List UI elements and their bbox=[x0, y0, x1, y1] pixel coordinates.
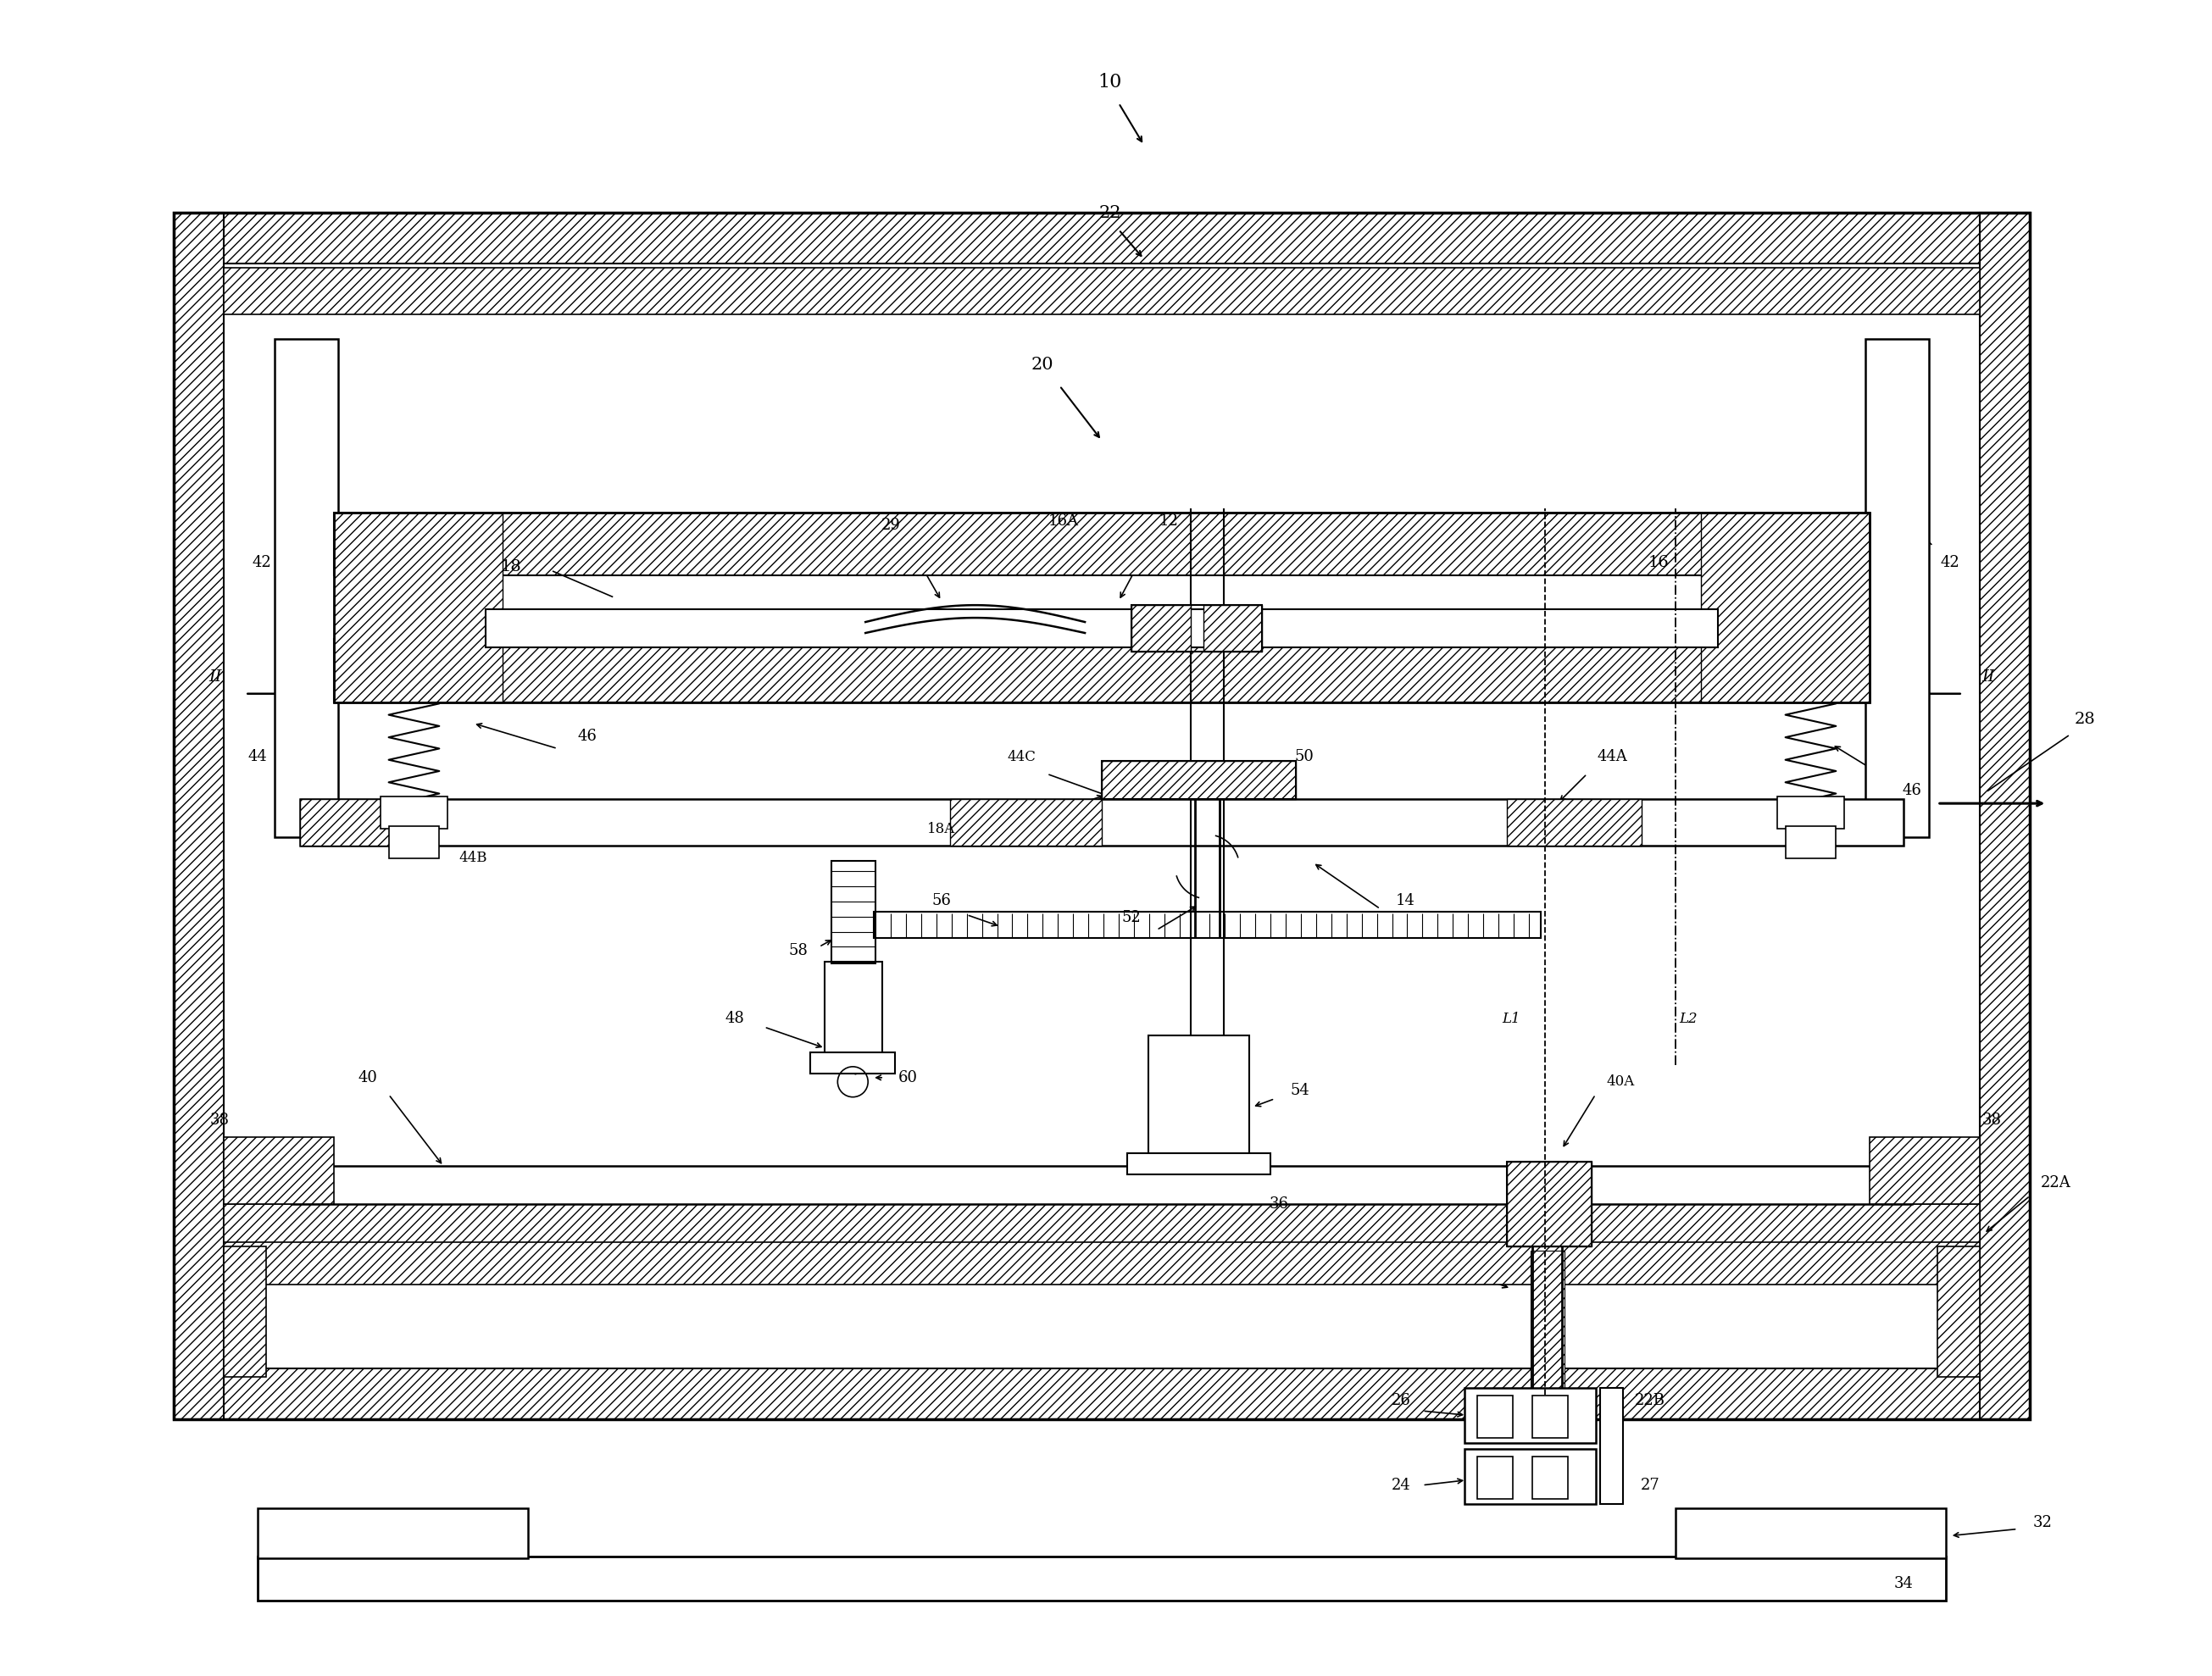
Text: 22: 22 bbox=[1099, 204, 1121, 221]
Text: 18A: 18A bbox=[927, 821, 956, 836]
Text: 29: 29 bbox=[880, 518, 900, 533]
Bar bbox=[1776, 796, 1845, 828]
Bar bbox=[1478, 1396, 1513, 1438]
Text: 16: 16 bbox=[1648, 555, 1670, 570]
Text: 46: 46 bbox=[577, 729, 597, 744]
Text: 38: 38 bbox=[210, 1113, 230, 1128]
Bar bbox=[301, 799, 1905, 846]
Bar bbox=[1102, 761, 1296, 799]
Bar bbox=[1130, 605, 1263, 652]
Text: II: II bbox=[210, 669, 221, 684]
Bar bbox=[380, 796, 447, 828]
Text: 34: 34 bbox=[1893, 1575, 1913, 1592]
Text: 20: 20 bbox=[1031, 357, 1053, 372]
Bar bbox=[1677, 1508, 1947, 1559]
Bar bbox=[1464, 1448, 1595, 1503]
Bar bbox=[810, 1053, 896, 1073]
Text: 50: 50 bbox=[1294, 749, 1314, 764]
Text: 60: 60 bbox=[898, 1069, 918, 1086]
Text: 16A: 16A bbox=[1048, 513, 1079, 528]
Text: 46: 46 bbox=[1902, 783, 1922, 798]
Text: 24: 24 bbox=[1391, 1478, 1411, 1493]
Text: 52: 52 bbox=[1121, 910, 1141, 925]
Bar bbox=[949, 799, 1102, 846]
Text: 40: 40 bbox=[358, 1069, 378, 1086]
Bar bbox=[1533, 1396, 1568, 1438]
Bar bbox=[223, 1242, 1980, 1284]
Bar bbox=[1506, 1161, 1590, 1247]
Bar bbox=[259, 1508, 529, 1559]
Text: 40A: 40A bbox=[1606, 1074, 1635, 1089]
Bar bbox=[223, 1203, 1980, 1247]
Text: 22B: 22B bbox=[1635, 1393, 1666, 1408]
Text: 44C: 44C bbox=[1006, 749, 1035, 764]
Bar bbox=[173, 213, 2031, 263]
Bar bbox=[223, 268, 1980, 313]
Bar bbox=[334, 513, 502, 702]
Text: 32: 32 bbox=[2033, 1515, 2053, 1530]
Bar bbox=[825, 962, 883, 1056]
Bar bbox=[1938, 1247, 1980, 1378]
Text: 42: 42 bbox=[252, 555, 272, 570]
Text: 26: 26 bbox=[1391, 1393, 1411, 1408]
Bar bbox=[1102, 761, 1296, 799]
Text: L2: L2 bbox=[1679, 1011, 1697, 1026]
Bar bbox=[1148, 1036, 1250, 1158]
Text: 18: 18 bbox=[500, 560, 522, 575]
Text: 36: 36 bbox=[1270, 1197, 1290, 1212]
Bar bbox=[334, 639, 1869, 702]
Bar bbox=[389, 826, 440, 858]
Bar bbox=[274, 339, 338, 836]
Bar bbox=[223, 1136, 334, 1203]
Text: L1: L1 bbox=[1502, 1011, 1520, 1026]
Bar bbox=[1980, 213, 2031, 1420]
Bar bbox=[259, 1557, 1947, 1601]
Bar bbox=[1203, 605, 1263, 652]
Text: 14: 14 bbox=[1396, 893, 1416, 908]
Bar bbox=[301, 799, 427, 846]
Text: 58: 58 bbox=[787, 944, 807, 959]
Text: 42: 42 bbox=[1940, 555, 1960, 570]
Bar bbox=[874, 912, 1540, 939]
Text: 22A: 22A bbox=[2039, 1175, 2070, 1190]
Bar bbox=[1478, 1456, 1513, 1498]
Bar bbox=[173, 213, 2031, 1420]
Text: 27: 27 bbox=[1641, 1478, 1659, 1493]
Text: 48: 48 bbox=[726, 1011, 745, 1026]
Text: 44: 44 bbox=[248, 749, 268, 764]
Bar bbox=[832, 861, 876, 964]
Bar bbox=[334, 513, 1869, 702]
Bar bbox=[334, 513, 1869, 575]
Text: 56: 56 bbox=[931, 893, 951, 908]
Bar bbox=[1506, 799, 1641, 846]
Text: 10: 10 bbox=[1097, 72, 1121, 91]
Text: II: II bbox=[1982, 669, 1995, 684]
Bar bbox=[1531, 1250, 1564, 1420]
Bar bbox=[173, 1369, 2031, 1420]
Bar bbox=[1128, 1153, 1270, 1175]
Text: 44B: 44B bbox=[458, 851, 487, 865]
Bar bbox=[1785, 826, 1836, 858]
Bar bbox=[1464, 1388, 1595, 1443]
Text: 54: 54 bbox=[1290, 1083, 1310, 1098]
Bar bbox=[1130, 605, 1190, 652]
Bar bbox=[1533, 1456, 1568, 1498]
Bar bbox=[223, 1247, 265, 1378]
Bar bbox=[1869, 1136, 1980, 1203]
Bar bbox=[1865, 339, 1929, 836]
Text: 44A: 44A bbox=[1597, 749, 1628, 764]
Bar bbox=[173, 213, 223, 1420]
Text: 28: 28 bbox=[2075, 711, 2095, 727]
Bar bbox=[1599, 1388, 1624, 1503]
Bar bbox=[292, 1166, 1911, 1203]
Bar bbox=[1701, 513, 1869, 702]
Bar bbox=[1506, 1161, 1590, 1247]
Bar bbox=[487, 610, 1719, 647]
Text: 38: 38 bbox=[1982, 1113, 2002, 1128]
Text: 12: 12 bbox=[1159, 513, 1179, 528]
